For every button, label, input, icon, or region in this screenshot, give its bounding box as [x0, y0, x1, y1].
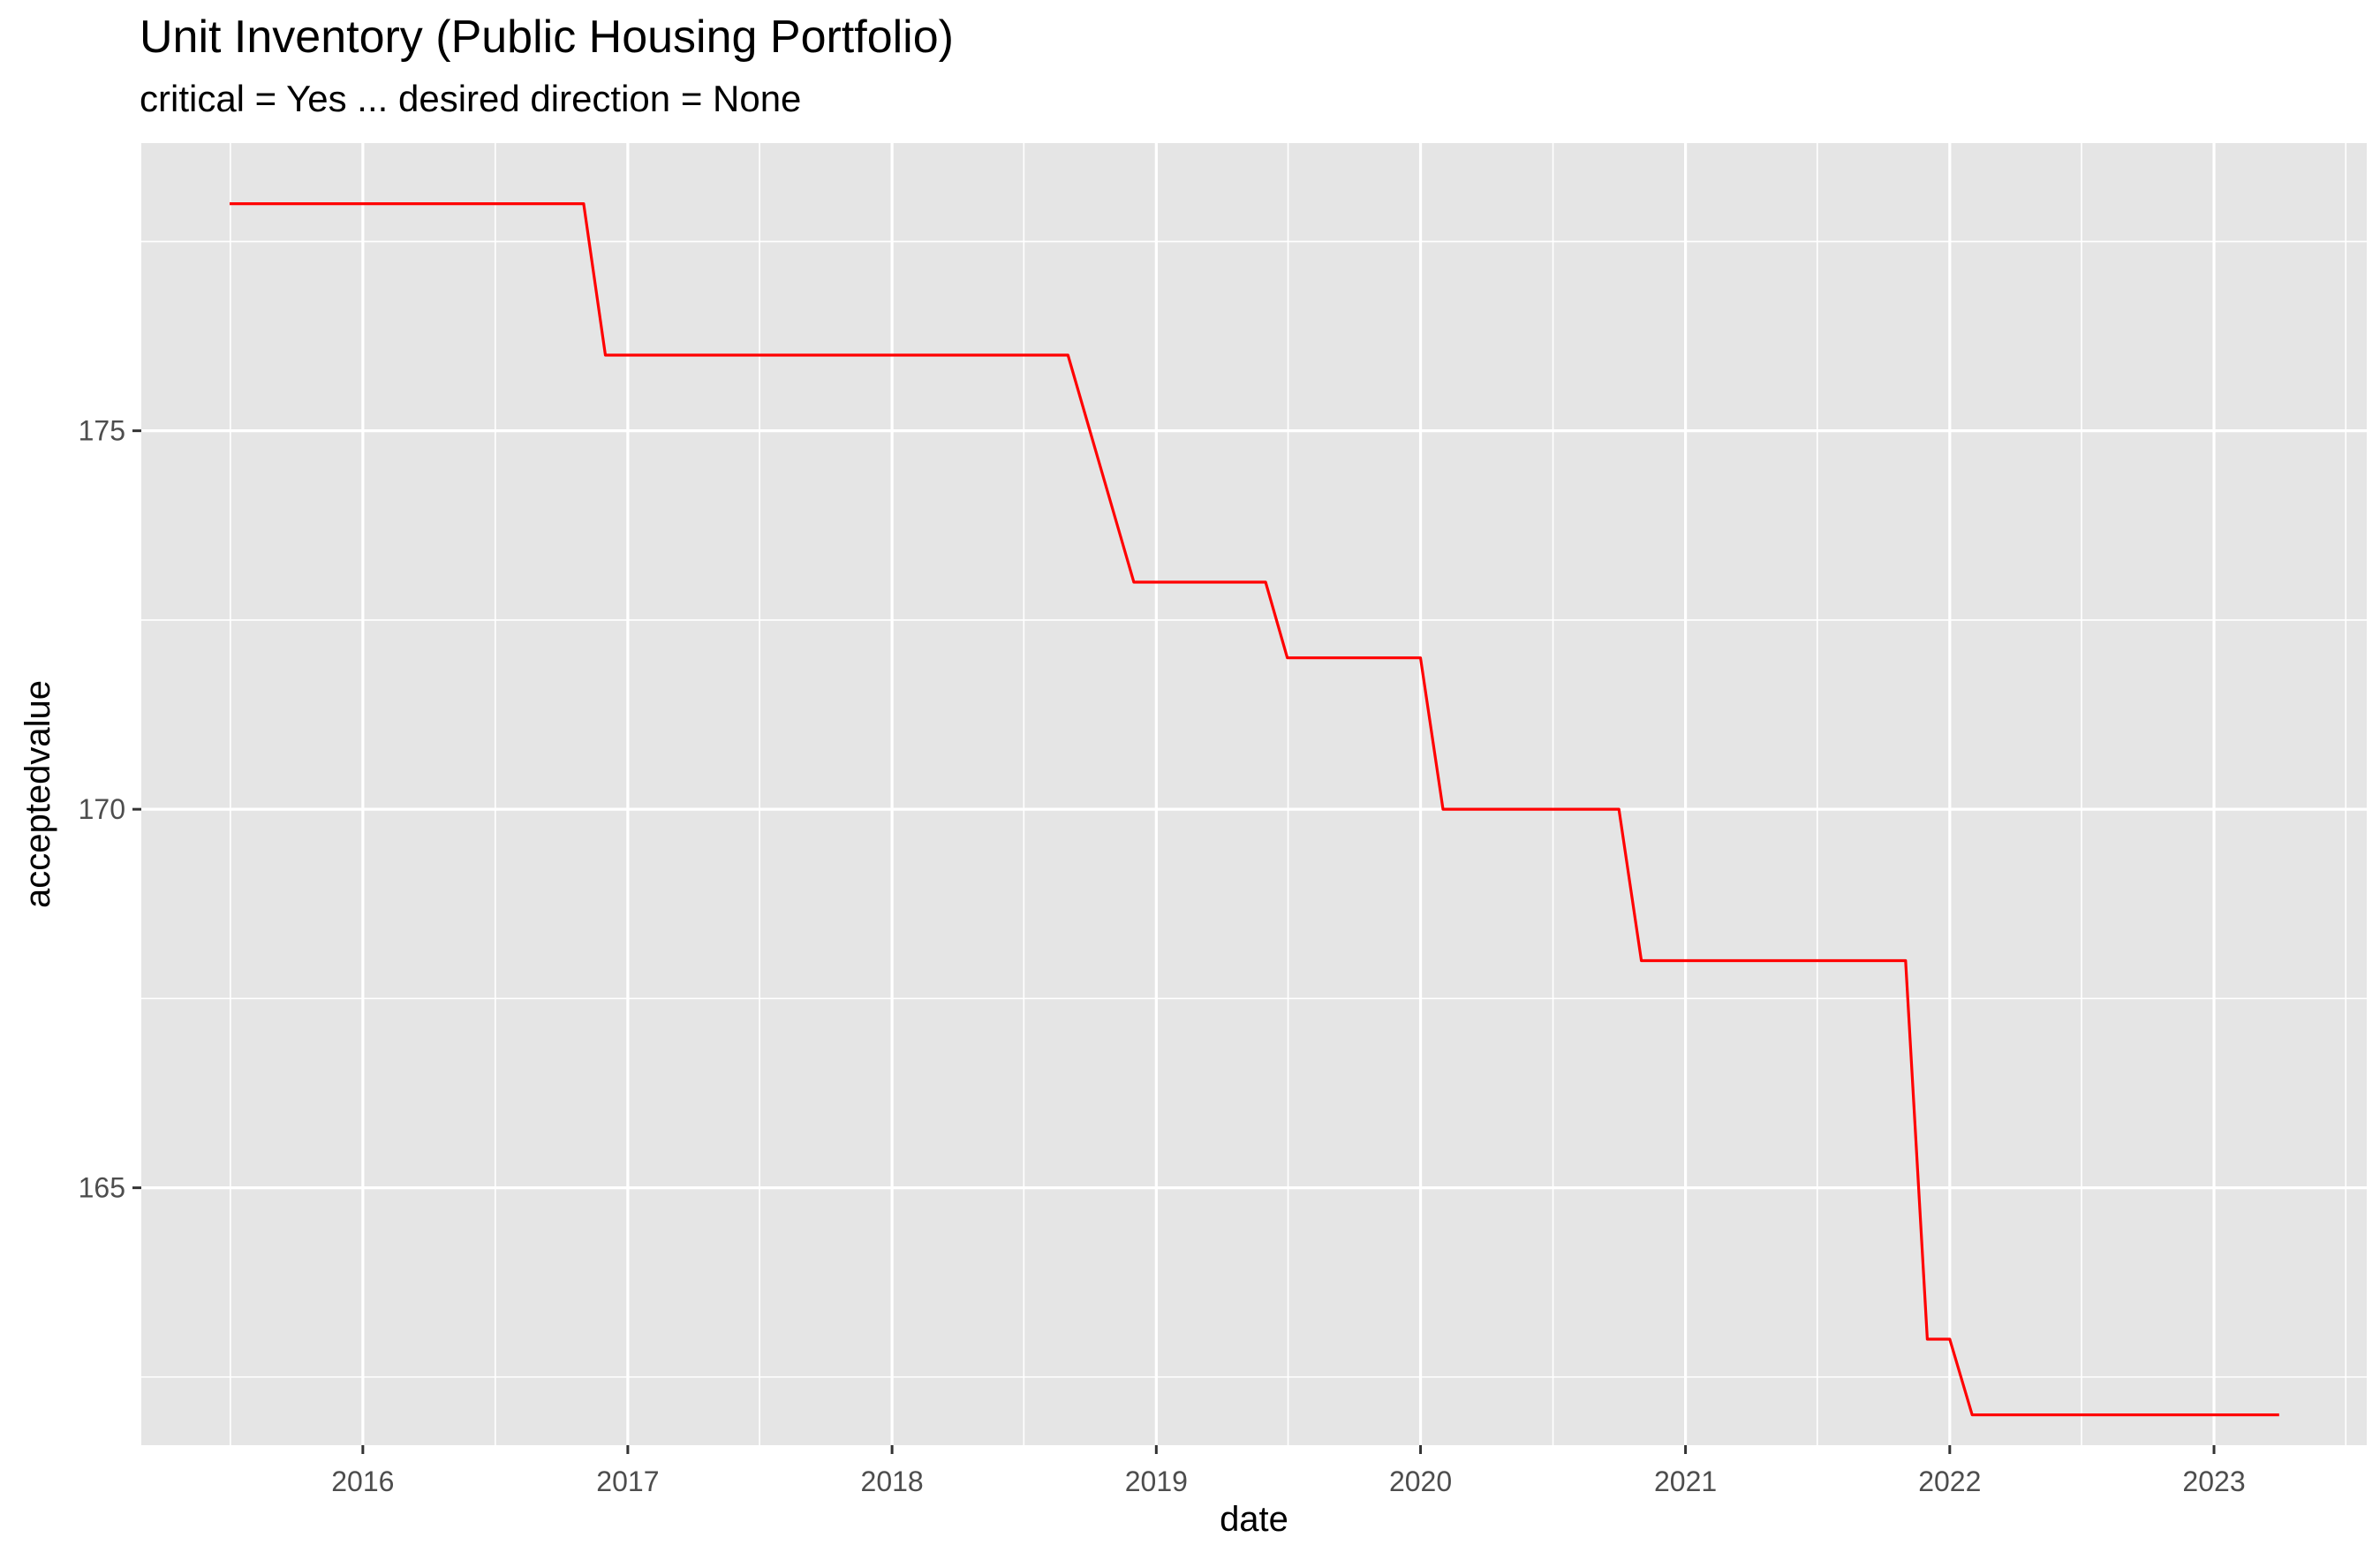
- series-line-0: [230, 202, 2279, 1417]
- series-layer: [230, 202, 2279, 1417]
- y-tick-label: 175: [79, 415, 125, 447]
- x-tick-label: 2018: [861, 1465, 924, 1497]
- plot-panel: [141, 143, 2367, 1445]
- x-tick-label: 2022: [1918, 1465, 1981, 1497]
- axes: 2016 2017 2018 2019 2020 2021 2022 2023 165 170 17…: [79, 415, 2246, 1497]
- x-tick-label: 2020: [1389, 1465, 1452, 1497]
- y-axis-title: acceptedvalue: [19, 680, 57, 908]
- x-axis-title: date: [1220, 1500, 1288, 1539]
- x-tick-label: 2021: [1654, 1465, 1717, 1497]
- grid-lines: [141, 143, 2367, 1445]
- x-tick-label: 2016: [331, 1465, 394, 1497]
- chart-subtitle: critical = Yes ... desired direction = N…: [140, 78, 802, 119]
- y-tick-label: 165: [79, 1172, 125, 1204]
- x-tick-label: 2019: [1125, 1465, 1188, 1497]
- chart-title: Unit Inventory (Public Housing Portfolio…: [140, 11, 954, 63]
- x-tick-label: 2023: [2182, 1465, 2245, 1497]
- y-tick-label: 170: [79, 793, 125, 825]
- x-tick-label: 2017: [596, 1465, 659, 1497]
